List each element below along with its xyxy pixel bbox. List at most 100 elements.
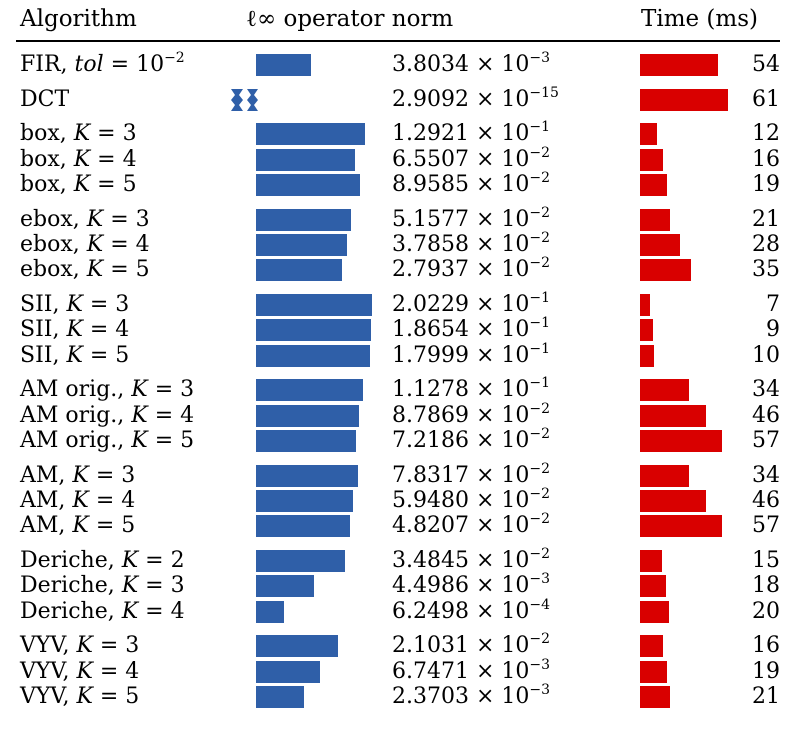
time-bar <box>640 123 658 146</box>
header-rule <box>16 40 780 42</box>
row-label: ebox, K = 4 <box>20 232 150 257</box>
header-algorithm: Algorithm <box>20 6 137 32</box>
norm-bar <box>256 600 284 623</box>
time-bar <box>640 575 666 598</box>
row-label: box, K = 5 <box>20 172 137 197</box>
time-bar <box>640 635 664 658</box>
time-value: 7 <box>766 292 780 317</box>
time-value: 15 <box>752 547 780 573</box>
time-bar <box>640 294 651 316</box>
row-label: DCT <box>20 86 70 112</box>
time-value: 10 <box>752 342 780 368</box>
time-value: 18 <box>752 573 780 599</box>
time-value: 46 <box>752 487 780 513</box>
norm-bar <box>256 208 352 231</box>
row-label: AM, K = 4 <box>20 487 136 513</box>
row-label: AM, K = 3 <box>20 462 136 488</box>
norm-value: 5.9480 × 10−2 <box>392 485 551 513</box>
norm-bar <box>256 148 355 171</box>
norm-bar <box>256 575 314 598</box>
time-value: 12 <box>752 121 780 147</box>
row-label: AM orig., K = 3 <box>20 377 195 403</box>
row-label: Deriche, K = 2 <box>20 547 185 573</box>
norm-value: 2.7937 × 10−2 <box>392 255 551 283</box>
norm-value: 7.8317 × 10−2 <box>392 460 551 488</box>
norm-bar <box>256 429 357 452</box>
time-bar <box>640 174 668 196</box>
time-bar <box>640 208 671 231</box>
row-label: AM orig., K = 5 <box>20 427 195 453</box>
norm-value: 6.2498 × 10−4 <box>392 596 551 624</box>
time-value: 46 <box>752 402 780 428</box>
norm-bar <box>256 685 305 708</box>
norm-value: 2.9092 × 10−15 <box>392 84 559 112</box>
norm-value: 6.5507 × 10−2 <box>392 144 551 172</box>
norm-bar <box>256 234 347 256</box>
time-bar <box>640 660 668 683</box>
time-value: 57 <box>752 427 780 453</box>
time-bar <box>640 515 723 538</box>
norm-value: 4.4986 × 10−3 <box>392 571 551 599</box>
time-bar <box>640 489 707 512</box>
row-label: VYV, K = 4 <box>20 658 140 684</box>
norm-bar <box>256 379 364 402</box>
row-label: SII, K = 3 <box>20 292 130 317</box>
norm-bar <box>256 635 338 658</box>
time-bar <box>640 404 707 427</box>
norm-bar <box>256 515 351 538</box>
time-value: 19 <box>752 172 780 197</box>
header-norm: ℓ∞ operator norm <box>246 6 454 32</box>
norm-value: 4.8207 × 10−2 <box>392 511 551 539</box>
time-bar <box>640 379 689 402</box>
row-label: Deriche, K = 3 <box>20 573 185 599</box>
time-bar <box>640 600 669 623</box>
row-label: AM, K = 5 <box>20 513 136 539</box>
row-label: SII, K = 5 <box>20 342 130 368</box>
norm-value: 2.1031 × 10−2 <box>392 631 551 659</box>
header-time: Time (ms) <box>641 6 758 32</box>
norm-value: 8.9585 × 10−2 <box>392 170 551 197</box>
time-bar <box>640 685 671 708</box>
time-value: 61 <box>752 86 780 112</box>
norm-bar <box>231 88 258 111</box>
norm-bar <box>256 344 371 367</box>
norm-bar <box>256 660 321 683</box>
norm-bar <box>256 123 366 146</box>
row-label: SII, K = 4 <box>20 317 130 343</box>
row-label: box, K = 4 <box>20 146 137 172</box>
norm-value: 8.7869 × 10−2 <box>392 400 551 428</box>
norm-bar <box>256 489 354 512</box>
row-label: FIR, tol = 10−2 <box>20 50 185 77</box>
norm-bar <box>256 174 360 196</box>
norm-value: 5.1577 × 10−2 <box>392 204 551 232</box>
norm-bar <box>256 549 346 572</box>
norm-value: 6.7471 × 10−3 <box>392 656 551 684</box>
time-bar <box>640 549 662 572</box>
norm-value: 2.3703 × 10−3 <box>392 681 551 709</box>
time-value: 34 <box>752 462 780 488</box>
time-bar <box>640 319 653 342</box>
time-value: 57 <box>752 513 780 539</box>
time-bar <box>640 259 691 282</box>
time-bar <box>640 148 664 171</box>
norm-value: 1.7999 × 10−1 <box>392 340 551 368</box>
row-label: box, K = 3 <box>20 121 137 147</box>
norm-bar <box>256 404 360 427</box>
row-label: VYV, K = 5 <box>20 683 140 709</box>
time-value: 9 <box>766 317 780 343</box>
norm-bar <box>256 54 312 76</box>
row-label: Deriche, K = 4 <box>20 598 185 624</box>
time-bar <box>640 234 681 256</box>
norm-bar <box>256 319 371 342</box>
time-value: 54 <box>752 52 780 77</box>
norm-value: 1.1278 × 10−1 <box>392 375 551 403</box>
time-value: 34 <box>752 377 780 403</box>
time-value: 16 <box>752 146 780 172</box>
time-value: 21 <box>752 683 780 709</box>
time-value: 28 <box>752 232 780 257</box>
time-value: 16 <box>752 633 780 659</box>
time-bar <box>640 429 723 452</box>
norm-value: 2.0229 × 10−1 <box>392 290 551 317</box>
row-label: VYV, K = 3 <box>20 633 140 659</box>
